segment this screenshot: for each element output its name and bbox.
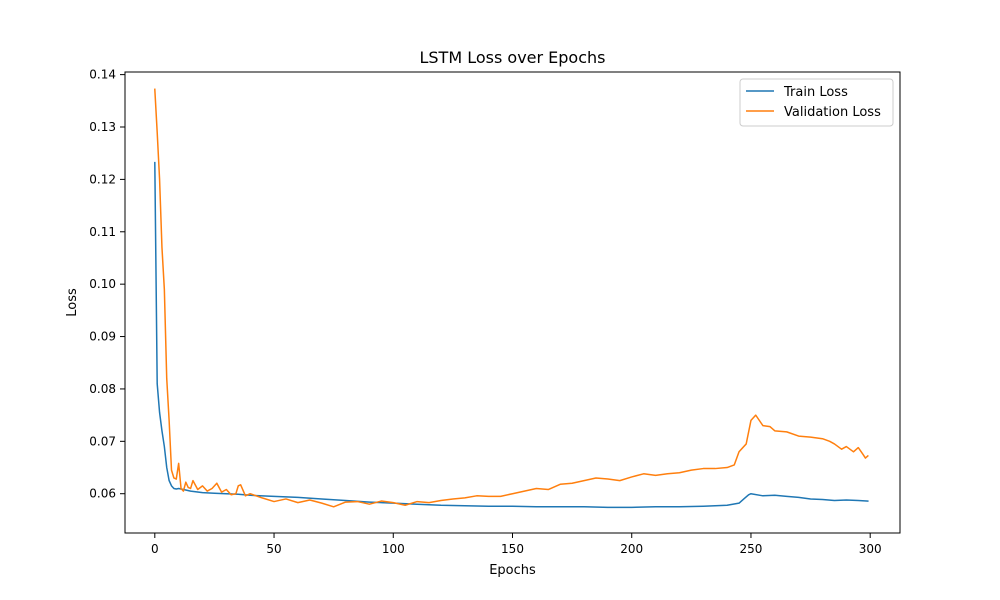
series-line-validation-loss bbox=[154, 88, 869, 508]
y-tick-label: 0.09 bbox=[89, 330, 116, 344]
legend-label: Validation Loss bbox=[784, 105, 881, 120]
y-tick-label: 0.13 bbox=[89, 120, 116, 134]
legend: Train Loss Validation Loss bbox=[739, 78, 894, 127]
y-tick-label: 0.14 bbox=[89, 68, 116, 82]
y-tick-label: 0.08 bbox=[89, 382, 116, 396]
x-tick-label: 200 bbox=[620, 542, 643, 556]
series-layer bbox=[154, 88, 869, 509]
x-axis-title: Epochs bbox=[489, 563, 536, 578]
x-tick-label: 100 bbox=[382, 542, 405, 556]
x-tick-label: 50 bbox=[266, 542, 281, 556]
y-axis: 0.06 0.07 0.08 0.09 0.10 0.11 0.12 0.13 0.14 bbox=[89, 68, 125, 501]
x-axis: 0 50 100 150 200 250 300 bbox=[151, 533, 882, 556]
y-axis-title: Loss bbox=[65, 288, 80, 317]
x-tick-label: 250 bbox=[740, 542, 763, 556]
y-tick-label: 0.07 bbox=[89, 434, 116, 448]
series-line-train-loss bbox=[154, 161, 869, 509]
x-tick-label: 300 bbox=[859, 542, 882, 556]
legend-label: Train Loss bbox=[783, 85, 848, 100]
x-tick-label: 0 bbox=[151, 542, 159, 556]
x-tick-label: 150 bbox=[501, 542, 524, 556]
y-tick-label: 0.12 bbox=[89, 172, 116, 186]
legend-box bbox=[739, 78, 894, 127]
chart-title: LSTM Loss over Epochs bbox=[419, 48, 605, 67]
y-tick-label: 0.06 bbox=[89, 487, 116, 501]
y-tick-label: 0.11 bbox=[89, 225, 116, 239]
y-tick-label: 0.10 bbox=[89, 277, 116, 291]
